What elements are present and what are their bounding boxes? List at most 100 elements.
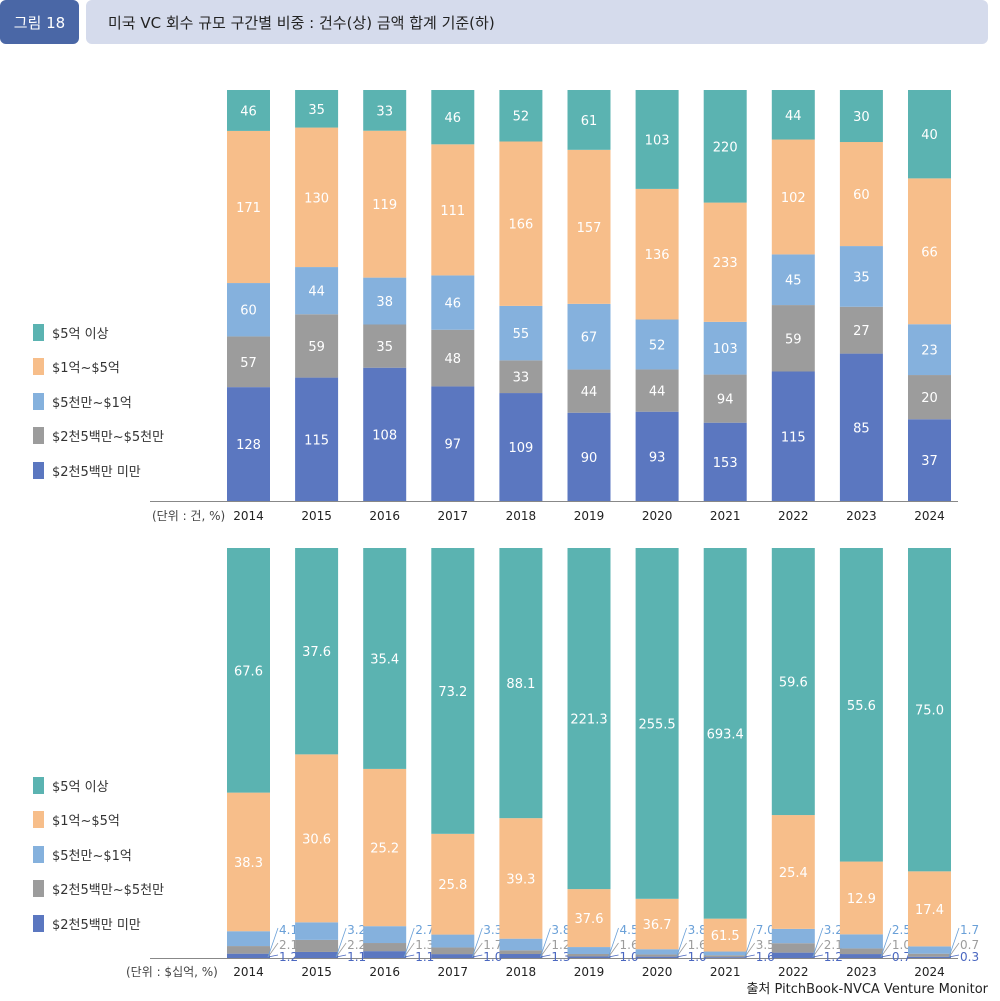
bar-segment [499,141,543,306]
leader-line [267,942,279,958]
bar-segment [227,931,270,947]
bar-segment [771,815,815,929]
bar-segment [295,127,339,268]
data-label: 693.4 [707,727,744,742]
bar-segment [227,548,270,793]
bar-segment [227,946,270,954]
data-label: 57 [240,356,257,371]
data-label: 35 [853,270,870,285]
legend-label: $5천만~$1억 [52,395,132,411]
bar-segment [295,548,339,755]
data-label: 115 [304,433,329,448]
legend-swatch [33,880,44,898]
legend-swatch [33,811,44,829]
leader-line [471,942,483,958]
bar-segment [635,188,679,320]
bar-segment [499,393,543,501]
bar-segment [227,90,270,131]
data-label: 111 [440,204,465,219]
leader-line [812,942,824,958]
bar-segment [499,90,543,142]
data-label-small: 1.7 [483,938,502,952]
data-label: 36.7 [643,918,672,933]
figure-label: 그림 18 [0,0,79,44]
bar-segment [363,130,407,278]
legend-item: $2천5백만 미만 [33,906,164,941]
data-label-small: 1.6 [688,938,707,952]
leader-line [403,927,415,958]
leader-line [676,954,687,958]
bar-segment [908,375,951,420]
bar-segment [363,90,407,131]
bar-segment [839,934,883,949]
data-label: 48 [445,352,462,367]
bar-segment [839,861,883,935]
bar-segment [703,548,747,919]
legend-swatch [33,914,44,932]
bar-segment [839,948,883,955]
legend-label: $2천5백만 미만 [52,917,141,933]
data-label: 38 [376,295,393,310]
bar-segment [908,953,951,957]
bar-segment [363,324,407,368]
legend-item: $2천5백만 미만 [33,453,164,488]
data-label: 59.6 [779,676,808,691]
legend-item: $1억~$5억 [33,803,164,838]
x-tick-label: 2020 [642,509,673,523]
x-tick-label: 2024 [914,965,945,979]
legend-swatch [33,845,44,863]
legend-swatch [33,776,44,794]
data-label: 157 [577,221,602,236]
leader-line [744,942,756,958]
bar-segment [771,371,815,501]
x-tick-label: 2023 [846,965,877,979]
data-label-small: 1.2 [279,950,298,964]
x-tick-label: 2022 [778,509,809,523]
legend-top: $5억 이상 $1억~$5억 $5천만~$1억 $2천5백만~$5천만 $2천5백만 미… [33,315,164,488]
bar-segment [295,377,339,501]
leader-line [540,942,551,958]
x-tick-label: 2020 [642,965,673,979]
x-tick-label: 2018 [506,509,537,523]
bar-segment [363,548,407,769]
data-label: 20 [921,391,938,406]
data-label: 35.4 [370,652,399,667]
x-tick-label: 2015 [301,965,332,979]
bar-segment [431,90,475,145]
legend-item: $2천5백만~$5천만 [33,419,164,454]
bar-segment [295,951,339,958]
data-label: 115 [781,430,806,445]
bar-segment [635,90,679,189]
data-label: 97 [445,438,462,453]
data-label-small: 0.7 [892,950,911,964]
data-label: 220 [713,140,738,155]
source-note: 출처 PitchBook-NVCA Venture Monitor [746,982,988,997]
bar-segment [908,324,951,376]
data-label: 46 [445,111,462,126]
data-label: 67 [581,331,598,346]
bar-segment [227,336,270,388]
data-label: 108 [372,428,397,443]
leader-line [948,927,960,958]
bar-segment [499,818,543,939]
data-label: 59 [785,332,802,347]
data-label: 166 [508,218,533,233]
bar-segment [839,353,883,501]
bar-segment [839,306,883,354]
leader-line [608,942,619,958]
data-label: 103 [713,342,738,357]
data-label-small: 1.3 [415,938,434,952]
x-tick-label: 2021 [710,509,741,523]
bar-segment [703,957,747,958]
data-label-small: 1.2 [824,950,843,964]
bar-segment [363,367,407,501]
data-label: 85 [853,421,870,436]
x-tick-label: 2014 [233,965,264,979]
data-label-small: 7.0 [756,923,775,937]
data-label: 38.3 [234,856,263,871]
legend-swatch [33,461,44,479]
bar-segment [839,246,883,307]
bar-segment [771,943,815,953]
bar-segment [431,275,475,330]
legend-label: $1억~$5억 [52,814,120,830]
